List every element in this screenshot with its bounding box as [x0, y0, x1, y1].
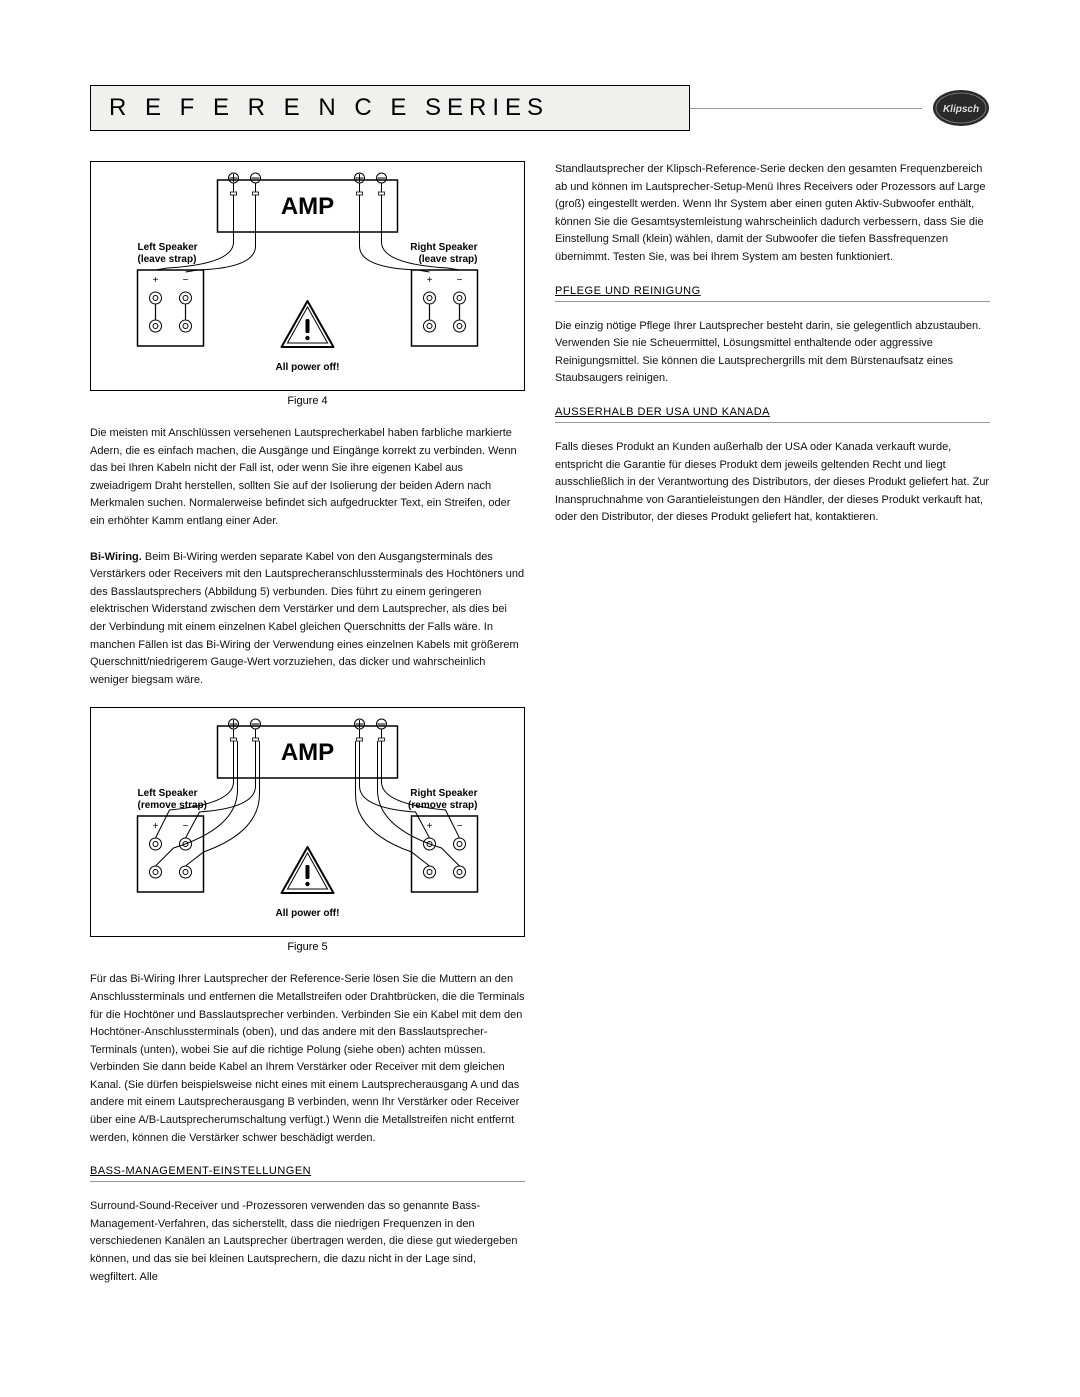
figure-4-diagram: AMP [90, 161, 525, 391]
svg-text:(leave strap): (leave strap) [138, 254, 197, 265]
paragraph-bass-management: Surround-Sound-Receiver und -Prozessoren… [90, 1198, 525, 1286]
svg-text:AMP: AMP [281, 739, 334, 766]
heading-divider [90, 1181, 525, 1182]
biwiring-lead: Bi-Wiring. [90, 551, 142, 563]
heading-divider [555, 422, 990, 423]
svg-text:Left Speaker: Left Speaker [138, 242, 198, 253]
svg-text:All power off!: All power off! [276, 908, 340, 919]
heading-divider [555, 301, 990, 302]
header: R E F E R E N C E SERIES Klipsch [90, 85, 990, 131]
svg-text:Right Speaker: Right Speaker [410, 242, 477, 253]
paragraph-cable-marking: Die meisten mit Anschlüssen versehenen L… [90, 425, 525, 531]
figure-5-diagram: AMP [90, 707, 525, 937]
heading-pflege: PFLEGE UND REINIGUNG [555, 285, 990, 297]
left-column: AMP [90, 161, 525, 1304]
svg-text:+: + [427, 275, 433, 286]
page-title: R E F E R E N C E SERIES [109, 94, 549, 122]
brand-logo: Klipsch [932, 89, 990, 127]
paragraph-standlautsprecher: Standlautsprecher der Klipsch-Reference-… [555, 161, 990, 267]
amp-label: AMP [281, 193, 334, 220]
right-column: Standlautsprecher der Klipsch-Reference-… [555, 161, 990, 1304]
svg-text:Left Speaker: Left Speaker [138, 788, 198, 799]
svg-text:(leave strap): (leave strap) [419, 254, 478, 265]
header-divider [690, 108, 922, 109]
paragraph-ausserhalb: Falls dieses Produkt an Kunden außerhalb… [555, 439, 990, 527]
svg-text:Right Speaker: Right Speaker [410, 788, 477, 799]
svg-text:+: + [153, 821, 159, 832]
svg-text:All power off!: All power off! [276, 362, 340, 373]
svg-text:Klipsch: Klipsch [943, 104, 979, 115]
svg-text:−: − [457, 275, 463, 286]
paragraph-biwiring-steps: Für das Bi-Wiring Ihrer Lautsprecher der… [90, 971, 525, 1147]
svg-text:+: + [427, 821, 433, 832]
biwiring-body: Beim Bi-Wiring werden separate Kabel von… [90, 551, 524, 686]
svg-text:−: − [183, 821, 189, 832]
svg-text:−: − [457, 821, 463, 832]
heading-bass-management: BASS-MANAGEMENT-EINSTELLUNGEN [90, 1165, 525, 1177]
paragraph-pflege: Die einzig nötige Pflege Ihrer Lautsprec… [555, 318, 990, 388]
heading-ausserhalb: AUSSERHALB DER USA UND KANADA [555, 406, 990, 418]
paragraph-biwiring: Bi-Wiring. Beim Bi-Wiring werden separat… [90, 549, 525, 690]
title-box: R E F E R E N C E SERIES [90, 85, 690, 131]
svg-text:+: + [153, 275, 159, 286]
svg-text:−: − [183, 275, 189, 286]
figure-4-caption: Figure 4 [90, 395, 525, 407]
figure-5-caption: Figure 5 [90, 941, 525, 953]
